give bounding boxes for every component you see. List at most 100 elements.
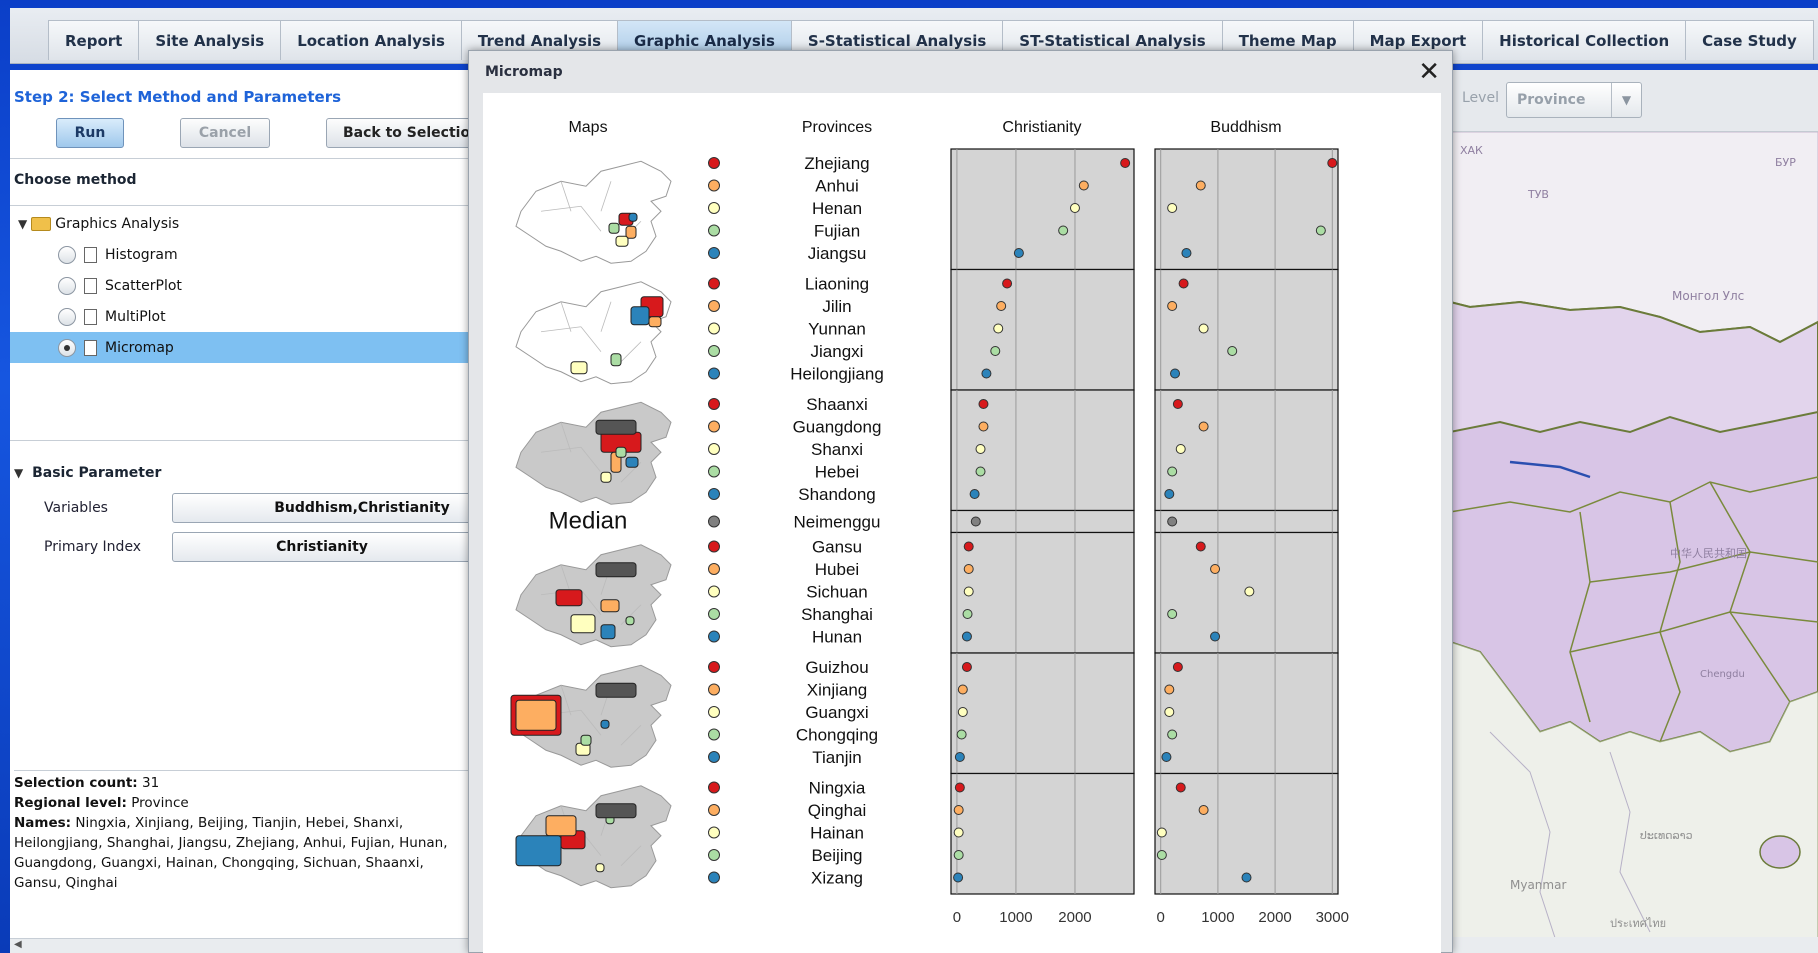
buddhism-point [1178,278,1189,289]
dialog-body: Maps Provinces Christianity Buddhism Zhejian… [483,93,1441,953]
basic-parameter-heading[interactable]: ▼ Basic Parameter [14,465,161,481]
buddhism-point [1167,203,1178,213]
legend-dot [708,661,720,673]
buddhism-point [1164,684,1175,695]
close-icon[interactable]: ✕ [1418,57,1440,87]
selection-names: Ningxia, Xinjiang, Beijing, Tianjin, Heb… [14,815,448,891]
cancel-button[interactable]: Cancel [180,118,270,148]
tick-label: 2000 [1058,909,1091,926]
province-label: Liaoning [805,275,869,294]
christianity-point [1013,248,1024,258]
method-multiplot[interactable]: MultiPlot [10,301,470,332]
left-panel: Step 2: Select Method and Parameters Run… [10,70,486,953]
scroll-left-arrow-icon[interactable]: ◀ [14,939,22,950]
christianity-point [993,323,1004,334]
variables-field[interactable]: Buddhism,Christianity [172,493,472,523]
buddhism-point [1164,489,1175,499]
primary-index-field[interactable]: Christianity [172,532,472,562]
mini-map-group-2 [515,401,672,505]
variables-label: Variables [44,500,108,516]
legend-dot [708,728,720,741]
legend-dot [708,247,720,259]
legend-dot [708,751,720,763]
christianity-point [961,662,972,672]
legend-dot [708,683,720,696]
highlighted-province [625,456,639,468]
highlighted-province [610,353,622,367]
legend-dot [708,585,720,598]
buddhism-point [1161,752,1172,762]
province-label: Ningxia [809,779,866,798]
legend-dot [708,420,720,433]
province-label: Heilongjiang [790,365,884,384]
christianity-point [953,872,964,883]
tree-root-label: Graphics Analysis [55,215,180,232]
buddhism-point [1198,805,1209,815]
christianity-point [961,631,972,642]
buddhism-point [1241,872,1252,883]
map-toolbar: Level Province ▼ [1450,70,1818,132]
basic-parameter-label: Basic Parameter [32,465,162,481]
buddhism-point [1244,586,1255,597]
tab-site-analysis[interactable]: Site Analysis [138,20,282,60]
tab-historical-collection[interactable]: Historical Collection [1482,20,1687,60]
method-micromap[interactable]: Micromap [10,332,470,363]
provinces-header: Provinces [802,119,872,136]
back-to-selection-button[interactable]: Back to Selection [326,118,486,148]
buddhism-point [1315,225,1326,236]
christianity-point [957,684,968,695]
christianity-point [963,586,974,597]
run-button[interactable]: Run [56,118,124,148]
tab-case-study[interactable]: Case Study [1685,20,1814,60]
province-label: Anhui [815,177,858,196]
basemap[interactable]: ХАК ТУВ БУР Монгол Улс 中华人民共和国 Chengdu M… [1450,132,1818,953]
step-title: Step 2: Select Method and Parameters [14,88,342,106]
province-label: Chongqing [796,726,878,745]
map-panel[interactable]: Level Province ▼ ХАК ТУВ БУР Монг [1450,70,1818,953]
highlighted-province [600,599,620,613]
radio-button[interactable] [58,338,76,357]
christianity-point [963,564,974,574]
buddhism-point [1167,516,1178,527]
legend-dot [708,706,720,718]
province-label: Hubei [815,560,859,579]
legend-dot [708,277,720,290]
province-label: Yunnan [808,320,866,339]
christianity-point [1069,203,1080,213]
method-histogram[interactable]: Histogram [10,239,470,270]
highlighted-province [608,222,620,234]
radio-button[interactable] [58,307,76,326]
province-label: Neimenggu [794,513,881,532]
level-select[interactable]: Province ▼ [1506,82,1642,118]
document-icon [84,277,97,294]
panel-frame [1154,509,1339,534]
province-boundaries [540,181,642,242]
caret-down-icon[interactable]: ▼ [18,216,28,231]
buddhism-point [1195,541,1206,552]
panel-frame [950,268,1135,391]
dropdown-arrow-icon[interactable]: ▼ [1611,83,1641,117]
radio-button[interactable] [58,245,76,264]
tree-root-graphics-analysis[interactable]: ▼ Graphics Analysis [10,208,470,239]
tick-label: 0 [953,909,961,926]
province-label: Guizhou [805,658,868,677]
province-label: Guangxi [805,703,868,722]
panel-frame [950,148,1135,271]
method-label: Histogram [105,246,178,263]
province-boundaries [540,301,642,363]
map-label: ປະເທດລາວ [1640,829,1693,842]
radio-button[interactable] [58,276,76,295]
horizontal-scrollbar[interactable]: ◀ [10,938,470,953]
map-label: Myanmar [1510,878,1566,892]
tab-report[interactable]: Report [48,20,140,60]
buddhism-point [1156,850,1167,860]
tab-location-analysis[interactable]: Location Analysis [280,20,462,60]
mini-map-group-6 [515,785,672,889]
method-scatterplot[interactable]: ScatterPlot [10,270,470,301]
christianity-point [978,399,989,409]
buddhism-point [1170,368,1181,379]
province-label: Hebei [815,463,859,482]
highlighted-province [595,803,637,819]
buddhism-point [1210,631,1221,642]
christianity-point [996,301,1007,311]
